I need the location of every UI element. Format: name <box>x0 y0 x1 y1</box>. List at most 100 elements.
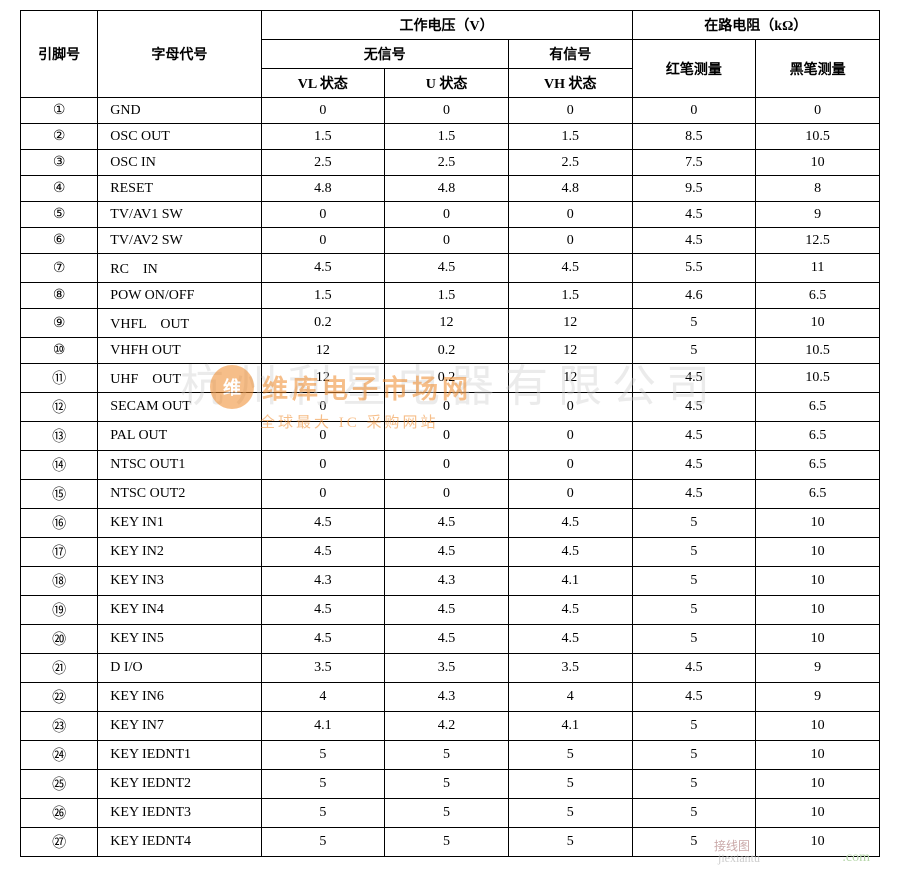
table-row: ⑨VHFL OUT0.21212510 <box>21 309 880 338</box>
cell-pin: ⑦ <box>21 254 98 283</box>
table-row: ⑩VHFH OUT120.212510.5 <box>21 338 880 364</box>
cell-u: 4.3 <box>385 567 509 596</box>
cell-label: KEY IN7 <box>98 712 261 741</box>
header-black-probe: 黑笔测量 <box>756 40 880 98</box>
cell-label: KEY IEDNT1 <box>98 741 261 770</box>
cell-label: KEY IN6 <box>98 683 261 712</box>
cell-red: 5 <box>632 309 756 338</box>
cell-u: 0 <box>385 228 509 254</box>
cell-vh: 5 <box>508 799 632 828</box>
cell-vl: 0 <box>261 228 385 254</box>
cell-black: 10 <box>756 509 880 538</box>
cell-black: 0 <box>756 98 880 124</box>
cell-label: OSC IN <box>98 150 261 176</box>
table-row: ㉔KEY IEDNT1555510 <box>21 741 880 770</box>
cell-vl: 4 <box>261 683 385 712</box>
cell-u: 5 <box>385 770 509 799</box>
cell-pin: ㉖ <box>21 799 98 828</box>
cell-pin: ⑮ <box>21 480 98 509</box>
cell-vl: 12 <box>261 338 385 364</box>
cell-vh: 0 <box>508 422 632 451</box>
cell-label: OSC OUT <box>98 124 261 150</box>
cell-label: KEY IN5 <box>98 625 261 654</box>
table-row: ⑬PAL OUT0004.56.5 <box>21 422 880 451</box>
cell-vh: 0 <box>508 451 632 480</box>
cell-u: 4.2 <box>385 712 509 741</box>
cell-black: 6.5 <box>756 393 880 422</box>
cell-vl: 0 <box>261 451 385 480</box>
cell-black: 12.5 <box>756 228 880 254</box>
cell-vh: 5 <box>508 741 632 770</box>
cell-u: 4.3 <box>385 683 509 712</box>
table-row: ⑭NTSC OUT10004.56.5 <box>21 451 880 480</box>
cell-vl: 12 <box>261 364 385 393</box>
cell-vh: 0 <box>508 98 632 124</box>
cell-vl: 4.3 <box>261 567 385 596</box>
cell-vh: 2.5 <box>508 150 632 176</box>
cell-pin: ① <box>21 98 98 124</box>
cell-pin: ② <box>21 124 98 150</box>
cell-u: 0.2 <box>385 338 509 364</box>
cell-u: 4.5 <box>385 509 509 538</box>
cell-label: PAL OUT <box>98 422 261 451</box>
table-header: 引脚号 字母代号 工作电压（V） 在路电阻（kΩ） 无信号 有信号 红笔测量 黑… <box>21 11 880 98</box>
cell-red: 4.5 <box>632 422 756 451</box>
cell-pin: ㉗ <box>21 828 98 857</box>
cell-red: 5 <box>632 509 756 538</box>
cell-vh: 5 <box>508 770 632 799</box>
cell-vl: 5 <box>261 770 385 799</box>
cell-label: KEY IN1 <box>98 509 261 538</box>
cell-vl: 2.5 <box>261 150 385 176</box>
cell-u: 3.5 <box>385 654 509 683</box>
cell-vl: 4.5 <box>261 254 385 283</box>
cell-vh: 4.5 <box>508 538 632 567</box>
cell-red: 5 <box>632 712 756 741</box>
cell-vh: 4.5 <box>508 254 632 283</box>
table-row: ⑥TV/AV2 SW0004.512.5 <box>21 228 880 254</box>
cell-u: 4.5 <box>385 625 509 654</box>
cell-vl: 4.1 <box>261 712 385 741</box>
cell-red: 4.5 <box>632 228 756 254</box>
cell-label: TV/AV2 SW <box>98 228 261 254</box>
cell-black: 10 <box>756 712 880 741</box>
cell-red: 4.5 <box>632 393 756 422</box>
cell-red: 4.5 <box>632 654 756 683</box>
cell-pin: ⑬ <box>21 422 98 451</box>
cell-label: SECAM OUT <box>98 393 261 422</box>
cell-vh: 0 <box>508 202 632 228</box>
cell-black: 10 <box>756 309 880 338</box>
cell-black: 10 <box>756 538 880 567</box>
cell-black: 10.5 <box>756 364 880 393</box>
cell-vl: 1.5 <box>261 283 385 309</box>
table-row: ⑰KEY IN24.54.54.5510 <box>21 538 880 567</box>
table-row: ㉖KEY IEDNT3555510 <box>21 799 880 828</box>
cell-pin: ⑯ <box>21 509 98 538</box>
cell-u: 0.2 <box>385 364 509 393</box>
cell-u: 4.5 <box>385 596 509 625</box>
cell-vh: 4.8 <box>508 176 632 202</box>
cell-black: 10 <box>756 741 880 770</box>
table-row: ⑤TV/AV1 SW0004.59 <box>21 202 880 228</box>
cell-red: 5 <box>632 799 756 828</box>
cell-pin: ⑲ <box>21 596 98 625</box>
cell-pin: ㉕ <box>21 770 98 799</box>
cell-red: 5 <box>632 625 756 654</box>
cell-red: 5 <box>632 770 756 799</box>
cell-black: 10.5 <box>756 124 880 150</box>
cell-black: 6.5 <box>756 451 880 480</box>
cell-red: 4.5 <box>632 364 756 393</box>
cell-label: UHF OUT <box>98 364 261 393</box>
cell-vl: 4.5 <box>261 596 385 625</box>
cell-u: 0 <box>385 422 509 451</box>
cell-red: 5 <box>632 596 756 625</box>
header-with-signal: 有信号 <box>508 40 632 69</box>
cell-vh: 4.5 <box>508 596 632 625</box>
cell-pin: ⑱ <box>21 567 98 596</box>
cell-vh: 4.1 <box>508 712 632 741</box>
cell-vl: 5 <box>261 741 385 770</box>
cell-pin: ⑨ <box>21 309 98 338</box>
table-row: ⑯KEY IN14.54.54.5510 <box>21 509 880 538</box>
cell-vh: 5 <box>508 828 632 857</box>
cell-red: 4.5 <box>632 480 756 509</box>
cell-label: KEY IEDNT2 <box>98 770 261 799</box>
